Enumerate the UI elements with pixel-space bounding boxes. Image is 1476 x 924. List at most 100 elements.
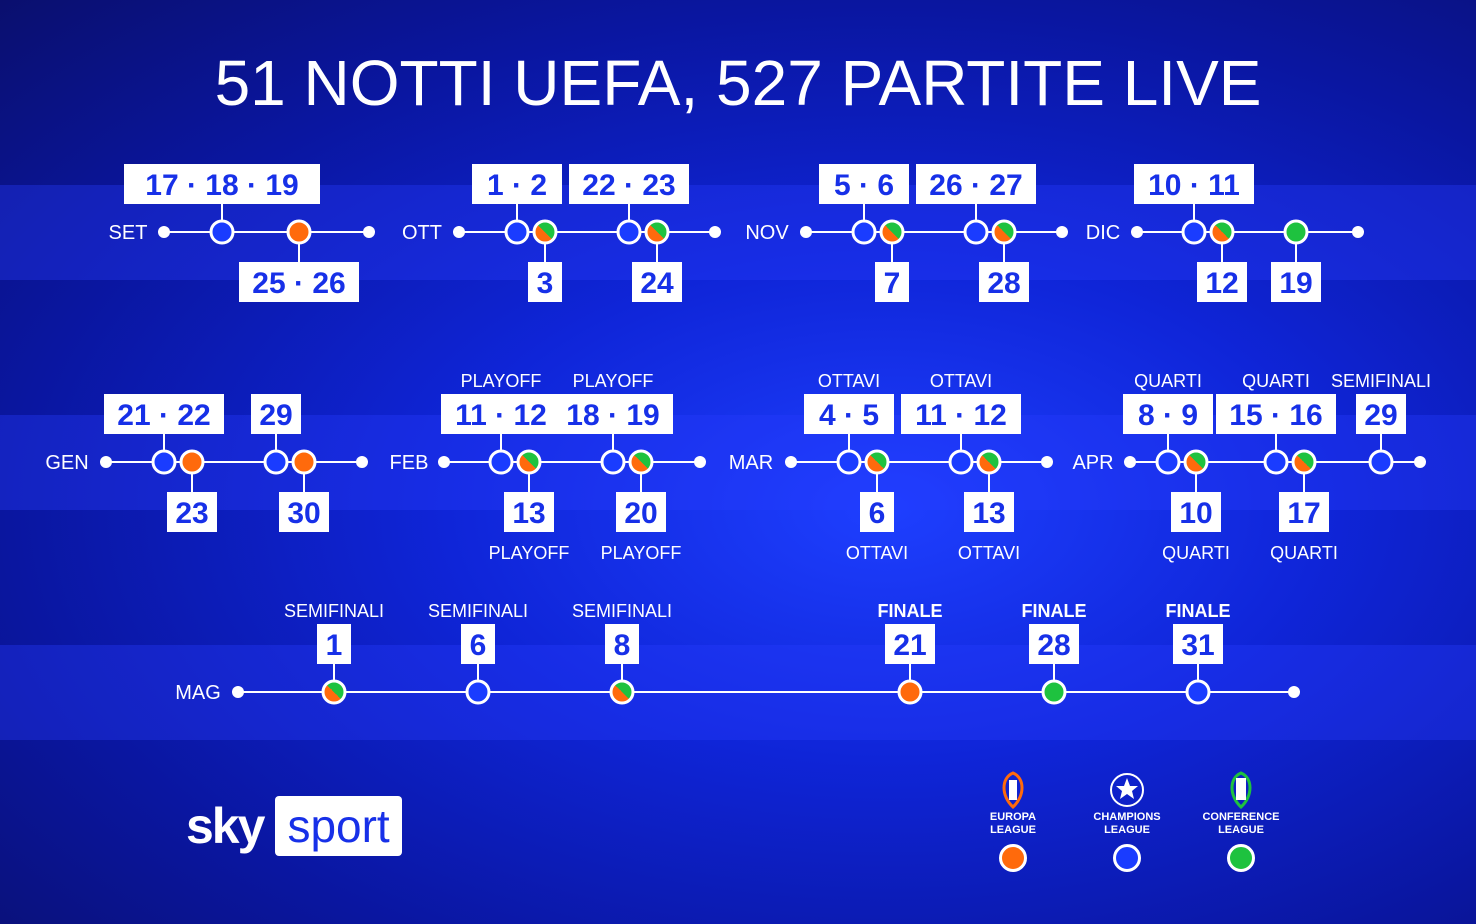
month-label-mag: MAG (175, 682, 221, 704)
match-dot-champions (488, 449, 514, 475)
month-label-gen: GEN (45, 452, 88, 474)
date-label: 31 (1181, 629, 1214, 662)
date-label: 17 (1287, 497, 1320, 530)
month-label-feb: FEB (390, 452, 429, 474)
date-label: 11 · 12 (915, 399, 1007, 432)
date-label: 15 · 16 (1229, 399, 1322, 432)
date-box (1356, 394, 1406, 434)
date-label: 28 (987, 267, 1020, 300)
date-box (605, 624, 639, 664)
phase-label: PLAYOFF (489, 543, 570, 563)
match-dot-mixed (1291, 449, 1317, 475)
timeline-start-dot (438, 456, 450, 468)
match-dot-mixed (879, 219, 905, 245)
timeline-start-dot (1124, 456, 1136, 468)
date-box (472, 164, 562, 204)
date-label: 10 · 11 (1148, 169, 1240, 202)
date-box (528, 262, 562, 302)
match-dot-champions (1368, 449, 1394, 475)
legend-champions-league: CHAMPIONS LEAGUE (1067, 770, 1187, 872)
timeline-start-dot (453, 226, 465, 238)
phase-label: PLAYOFF (573, 371, 654, 391)
date-label: 23 (175, 497, 208, 530)
phase-label: FINALE (1022, 601, 1087, 621)
match-dot-champions (836, 449, 862, 475)
date-label: 3 (537, 267, 554, 300)
date-box (1197, 262, 1247, 302)
month-label-mar: MAR (729, 452, 773, 474)
date-box (1171, 492, 1221, 532)
date-box (104, 394, 224, 434)
match-dot-champions (263, 449, 289, 475)
date-box (979, 262, 1029, 302)
month-label-dic: DIC (1086, 222, 1120, 244)
month-label-set: SET (109, 222, 148, 244)
legend-conference-line2: LEAGUE (1218, 824, 1264, 836)
timeline-start-dot (158, 226, 170, 238)
date-box (1173, 624, 1223, 664)
date-box (1279, 492, 1329, 532)
match-dot-mixed (864, 449, 890, 475)
date-label: 6 (470, 629, 487, 662)
date-label: 21 · 22 (117, 399, 210, 432)
date-box (875, 262, 909, 302)
phase-label: FINALE (1166, 601, 1231, 621)
match-dot-mixed (991, 219, 1017, 245)
match-dot-champions (209, 219, 235, 245)
timeline-start-dot (100, 456, 112, 468)
date-box (885, 624, 935, 664)
timeline-end-dot (709, 226, 721, 238)
date-box (632, 262, 682, 302)
match-dot-champions (948, 449, 974, 475)
phase-label: OTTAVI (930, 371, 992, 391)
date-label: 18 · 19 (566, 399, 659, 432)
date-label: 8 (614, 629, 631, 662)
month-label-ott: OTT (402, 222, 442, 244)
match-dot-conference (1283, 219, 1309, 245)
legend-champions-line1: CHAMPIONS (1093, 811, 1161, 823)
match-dot-champions (600, 449, 626, 475)
match-dot-europa (179, 449, 205, 475)
phase-label: SEMIFINALI (1331, 371, 1431, 391)
match-dot-champions (1181, 219, 1207, 245)
match-dot-champions (1263, 449, 1289, 475)
date-box (441, 394, 561, 434)
date-label: 6 (869, 497, 886, 530)
legend-europa-league: EUROPA LEAGUE (953, 770, 1073, 872)
date-box (1123, 394, 1213, 434)
champions-league-starball-icon (1110, 773, 1144, 807)
match-dot-mixed (628, 449, 654, 475)
page-title: 51 NOTTI UEFA, 527 PARTITE LIVE (214, 47, 1262, 119)
phase-label: PLAYOFF (601, 543, 682, 563)
match-dot-mixed (1209, 219, 1235, 245)
date-box (616, 492, 666, 532)
timeline-start-dot (785, 456, 797, 468)
date-box (504, 492, 554, 532)
match-dot-mixed (516, 449, 542, 475)
legend-conference-line1: CONFERENCE (1202, 811, 1280, 823)
match-dot-mixed (609, 679, 635, 705)
timeline-start-dot (800, 226, 812, 238)
date-label: 28 (1037, 629, 1070, 662)
date-label: 26 · 27 (929, 169, 1022, 202)
conference-color-dot (1227, 844, 1255, 872)
date-box (964, 492, 1014, 532)
date-label: 20 (624, 497, 657, 530)
date-box (1216, 394, 1336, 434)
date-label: 29 (259, 399, 292, 432)
match-dot-champions (1155, 449, 1181, 475)
phase-label: SEMIFINALI (284, 601, 384, 621)
date-label: 10 (1179, 497, 1212, 530)
date-box (1029, 624, 1079, 664)
date-label: 21 (893, 629, 926, 662)
date-label: 29 (1364, 399, 1397, 432)
date-label: 30 (287, 497, 320, 530)
match-dot-champions (851, 219, 877, 245)
date-box (251, 394, 301, 434)
date-label: 7 (884, 267, 901, 300)
date-box (916, 164, 1036, 204)
date-box (1134, 164, 1254, 204)
legend-conference-league: CONFERENCE LEAGUE (1181, 770, 1301, 872)
date-label: 11 · 12 (455, 399, 547, 432)
